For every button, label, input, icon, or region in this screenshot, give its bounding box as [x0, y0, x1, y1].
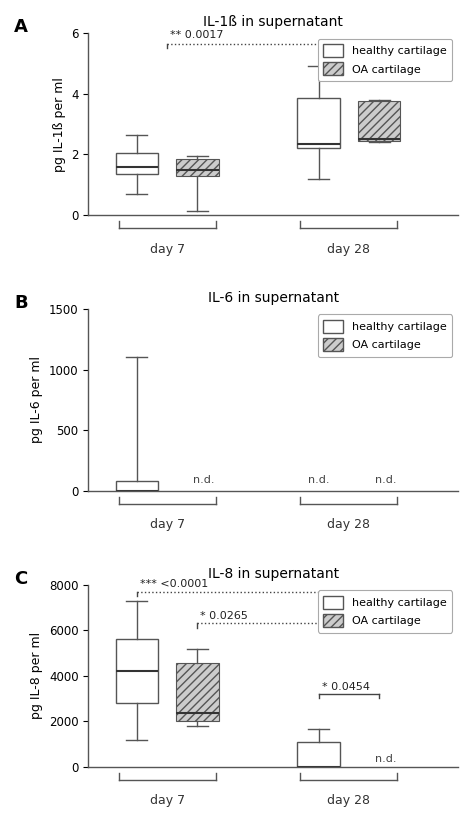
Text: A: A	[14, 18, 28, 36]
Text: * 0.0454: * 0.0454	[322, 681, 369, 692]
Y-axis label: pg IL-8 per ml: pg IL-8 per ml	[30, 632, 44, 719]
Text: n.d.: n.d.	[375, 754, 396, 764]
Text: day 28: day 28	[327, 794, 370, 807]
Text: day 28: day 28	[327, 518, 370, 532]
Text: day 7: day 7	[149, 243, 184, 256]
PathPatch shape	[298, 98, 340, 148]
PathPatch shape	[176, 159, 219, 176]
Text: day 7: day 7	[149, 518, 184, 532]
PathPatch shape	[358, 101, 401, 141]
Text: n.d.: n.d.	[193, 475, 214, 485]
Text: *** <0.0001: *** <0.0001	[140, 579, 208, 589]
Text: n.d.: n.d.	[375, 475, 396, 485]
Y-axis label: pg IL-1ß per ml: pg IL-1ß per ml	[53, 77, 66, 171]
PathPatch shape	[115, 481, 158, 491]
Legend: healthy cartilage, OA cartilage: healthy cartilage, OA cartilage	[318, 590, 453, 633]
Title: IL-8 in supernatant: IL-8 in supernatant	[208, 567, 339, 581]
Text: ** 0.0017: ** 0.0017	[170, 30, 224, 40]
Title: IL-1ß in supernatant: IL-1ß in supernatant	[203, 15, 343, 29]
Title: IL-6 in supernatant: IL-6 in supernatant	[208, 291, 339, 305]
PathPatch shape	[176, 663, 219, 722]
Text: * 0.0265: * 0.0265	[201, 611, 248, 621]
Legend: healthy cartilage, OA cartilage: healthy cartilage, OA cartilage	[318, 39, 453, 81]
Text: B: B	[14, 295, 28, 312]
Text: n.d.: n.d.	[308, 475, 329, 485]
Text: C: C	[14, 570, 27, 588]
Y-axis label: pg IL-6 per ml: pg IL-6 per ml	[30, 356, 44, 444]
PathPatch shape	[115, 153, 158, 174]
PathPatch shape	[298, 742, 340, 767]
PathPatch shape	[115, 639, 158, 703]
Text: day 28: day 28	[327, 243, 370, 256]
Legend: healthy cartilage, OA cartilage: healthy cartilage, OA cartilage	[318, 314, 453, 356]
Text: day 7: day 7	[149, 794, 184, 807]
